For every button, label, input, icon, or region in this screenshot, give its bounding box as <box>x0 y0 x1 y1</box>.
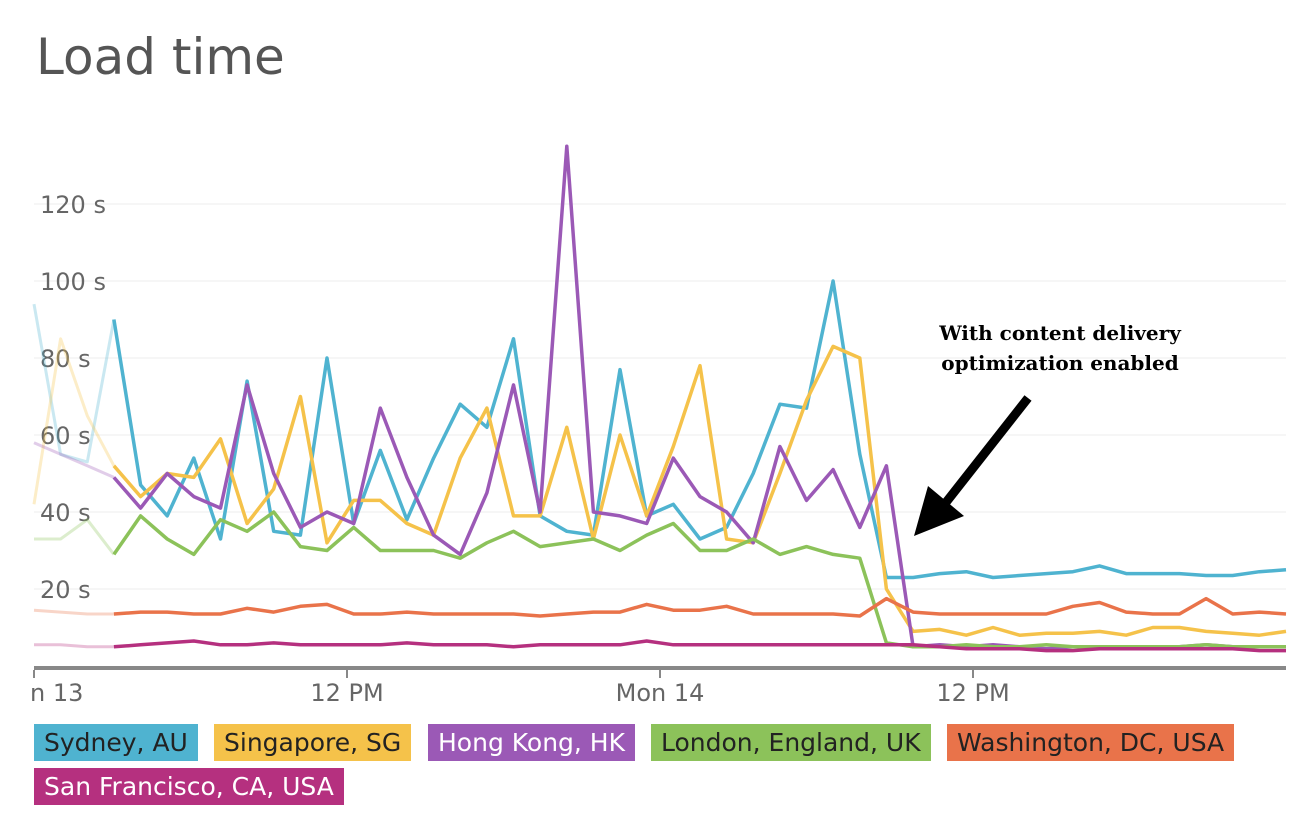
legend-item[interactable]: Washington, DC, USA <box>947 724 1235 761</box>
series-line-faded <box>34 518 116 556</box>
x-tick-label: 12 PM <box>310 679 383 707</box>
y-axis-ticks: 20 s 40 s 60 s 80 s 100 s 120 s <box>40 191 106 604</box>
series-line-faded <box>32 337 116 505</box>
series-line-faded <box>34 643 114 649</box>
series-line-faded <box>33 441 115 479</box>
line-chart: 20 s 40 s 60 s 80 s 100 s 120 s n 13 12 PM Mon … <box>30 144 1287 707</box>
annotation-text: With content delivery optimization enabl… <box>905 318 1215 378</box>
legend-item[interactable]: Sydney, AU <box>34 724 198 761</box>
legend-item[interactable]: London, England, UK <box>651 724 931 761</box>
x-axis: n 13 12 PM Mon 14 12 PM <box>30 666 1286 707</box>
series-line <box>112 344 1287 637</box>
series-line <box>113 639 1286 653</box>
x-tick-label: 12 PM <box>936 679 1009 707</box>
y-tick-label: 80 s <box>40 345 91 373</box>
series-lines <box>32 144 1287 653</box>
x-tick-label: n 13 <box>30 679 83 707</box>
legend-item[interactable]: San Francisco, CA, USA <box>34 768 344 805</box>
y-tick-label: 120 s <box>40 191 106 219</box>
series-line-faded <box>32 303 116 464</box>
annotation-line-1: With content delivery <box>939 321 1181 345</box>
legend-item[interactable]: Singapore, SG <box>214 724 412 761</box>
series-line <box>113 596 1287 618</box>
annotation-arrow <box>914 395 1032 536</box>
y-tick-label: 100 s <box>40 268 106 296</box>
legend-item[interactable]: Hong Kong, HK <box>428 724 635 761</box>
chart-title: Load time <box>36 28 285 86</box>
y-tick-label: 60 s <box>40 422 91 450</box>
y-tick-label: 20 s <box>40 576 91 604</box>
series-line <box>112 144 1286 651</box>
annotation-line-2: optimization enabled <box>941 351 1179 375</box>
series-line-faded <box>33 608 114 616</box>
y-tick-label: 40 s <box>40 499 91 527</box>
series-line <box>112 510 1286 649</box>
series-line <box>112 279 1287 580</box>
x-tick-label: Mon 14 <box>616 679 705 707</box>
